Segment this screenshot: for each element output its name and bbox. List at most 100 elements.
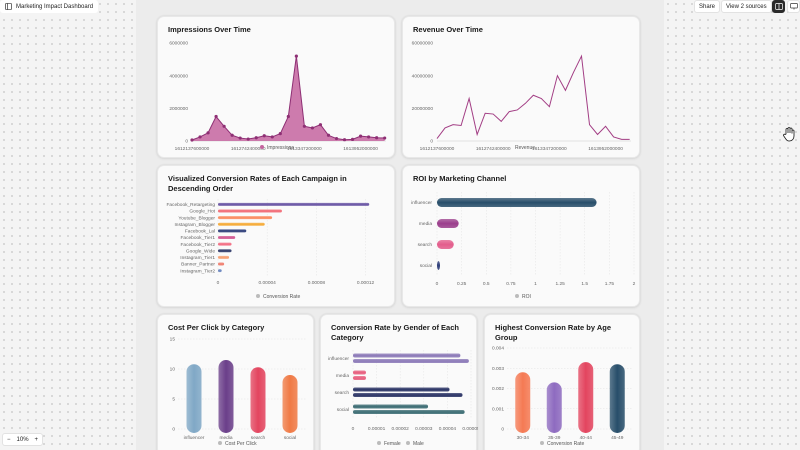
y-tick-label: 0.004 <box>492 346 504 352</box>
x-tick-label: 0.00001 <box>368 426 386 432</box>
x-tick-label: 1613952000000 <box>343 146 378 152</box>
age-conversion-chart-card: Highest Conversion Rate by Age Group 0.0… <box>484 314 640 450</box>
data-point <box>350 137 355 141</box>
y-tick-label: 6000000 <box>169 41 188 47</box>
x-tick-label: 0.00005 <box>462 426 478 432</box>
y-tick-label: search <box>335 390 350 396</box>
x-tick-label: 1612742400000 <box>231 146 266 152</box>
x-tick-label: 0.00003 <box>415 426 433 432</box>
data-point <box>270 135 274 139</box>
x-tick-label: 1.5 <box>581 281 588 287</box>
bar-male <box>353 393 463 397</box>
age-conversion-chart: 0.004 0.003 0.002 0.001 0 30-34 35-39 40-44 45-4… <box>492 346 633 447</box>
share-button[interactable]: Share <box>694 0 721 13</box>
legend-label: ROI <box>522 294 531 300</box>
data-point <box>190 138 194 142</box>
x-tick-label: 1 <box>534 281 537 287</box>
bar-female <box>353 404 429 409</box>
bar <box>250 367 266 433</box>
bar-female <box>353 370 366 375</box>
bar <box>578 362 594 433</box>
y-tick-label: Google_Wide <box>186 248 215 254</box>
view-sources-label: View 2 sources <box>726 3 767 10</box>
bar <box>218 209 282 213</box>
panel-toggle-icon[interactable] <box>5 3 12 10</box>
x-tick-label: 40-44 <box>580 435 593 441</box>
bar-male <box>353 376 366 380</box>
y-tick-label: Facebook_Tier2 <box>181 242 216 248</box>
zoom-in-button[interactable]: + <box>34 436 39 443</box>
data-point <box>230 133 234 137</box>
layout-toggle-button[interactable] <box>772 0 785 13</box>
y-tick-label: Youtube_Blogger <box>178 215 215 221</box>
x-tick-label: media <box>219 435 232 441</box>
roi-chart: 0 0.25 0.5 0.75 1 1.25 1.5 1.75 2 influencer media… <box>411 192 636 300</box>
data-point <box>310 126 315 130</box>
x-tick-label: 0.00008 <box>308 280 326 286</box>
y-tick-label: 0 <box>501 427 504 433</box>
y-tick-label: 0 <box>185 139 188 145</box>
hand-cursor-icon <box>783 127 795 142</box>
impressions-area <box>192 56 385 141</box>
y-tick-label: 2000000 <box>169 106 188 112</box>
chart-title: Highest Conversion Rate by Age Group <box>495 323 611 342</box>
x-tick-label: 0 <box>352 426 355 432</box>
zoom-out-button[interactable]: − <box>7 436 11 443</box>
y-tick-label: Facebook_Retargeting <box>166 202 215 208</box>
x-tick-label: 1.75 <box>605 281 615 287</box>
bar <box>218 229 247 233</box>
y-tick-label: media <box>419 221 432 227</box>
bar <box>515 372 531 433</box>
y-tick-label: influencer <box>411 200 432 206</box>
bar-female <box>353 353 461 358</box>
roi-chart-card: ROI by Marketing Channel 0 0.25 0.5 0.75 1 1.… <box>402 165 640 307</box>
legend-label: Conversion Rate <box>263 294 300 300</box>
view-sources-button[interactable]: View 2 sources <box>721 0 772 13</box>
bar <box>218 360 234 433</box>
data-point <box>318 123 323 127</box>
campaign-conversion-chart-card: Visualized Conversion Rates of Each Camp… <box>157 165 395 307</box>
y-tick-label: 0 <box>172 427 175 433</box>
legend-label: Male <box>413 441 424 447</box>
y-tick-label: search <box>418 242 433 248</box>
y-tick-label: media <box>336 373 349 379</box>
legend-marker <box>406 441 410 445</box>
legend-label: Cost Per Click <box>225 441 257 447</box>
present-button[interactable] <box>787 0 800 13</box>
data-point <box>278 132 282 136</box>
data-point <box>214 114 218 119</box>
x-tick-label: social <box>284 435 296 441</box>
bar <box>437 219 459 228</box>
bar <box>609 364 625 433</box>
app-title: Marketing Impact Dashboard <box>16 3 94 10</box>
gender-conversion-chart-card: Conversion Rate by Gender of Each Catego… <box>320 314 478 450</box>
x-tick-label: 0 <box>436 281 439 287</box>
x-tick-label: 0.00004 <box>439 426 457 432</box>
legend-label: Impressions <box>267 145 294 151</box>
bar <box>218 222 265 226</box>
data-point <box>302 124 306 128</box>
chart-title: Visualized Conversion Rates of Each Camp… <box>168 174 347 193</box>
y-tick-label: 4000000 <box>169 73 188 79</box>
chart-title: Conversion Rate by Gender of Each Catego… <box>331 323 459 342</box>
y-tick-label: Banner_Partner <box>181 262 215 268</box>
legend-marker <box>540 441 544 445</box>
y-tick-label: social <box>420 263 432 269</box>
x-tick-label: 30-34 <box>517 435 530 441</box>
bar <box>218 202 370 206</box>
data-point <box>286 114 290 119</box>
x-tick-label: 1613952000000 <box>588 146 623 152</box>
y-tick-label: 20000000 <box>412 106 434 112</box>
y-tick-label: 10 <box>170 367 176 373</box>
x-tick-label: 1612137600000 <box>420 146 455 152</box>
data-point <box>383 136 387 140</box>
legend-label: Conversion Rate <box>547 441 584 447</box>
bar <box>218 262 225 266</box>
y-tick-label: 0 <box>430 139 433 145</box>
y-tick-label: social <box>337 407 349 413</box>
y-tick-label: Facebook_Tier1 <box>181 235 216 241</box>
x-tick-label: 0.75 <box>506 281 516 287</box>
x-tick-label: 0.25 <box>457 281 467 287</box>
y-tick-label: 40000000 <box>412 73 434 79</box>
